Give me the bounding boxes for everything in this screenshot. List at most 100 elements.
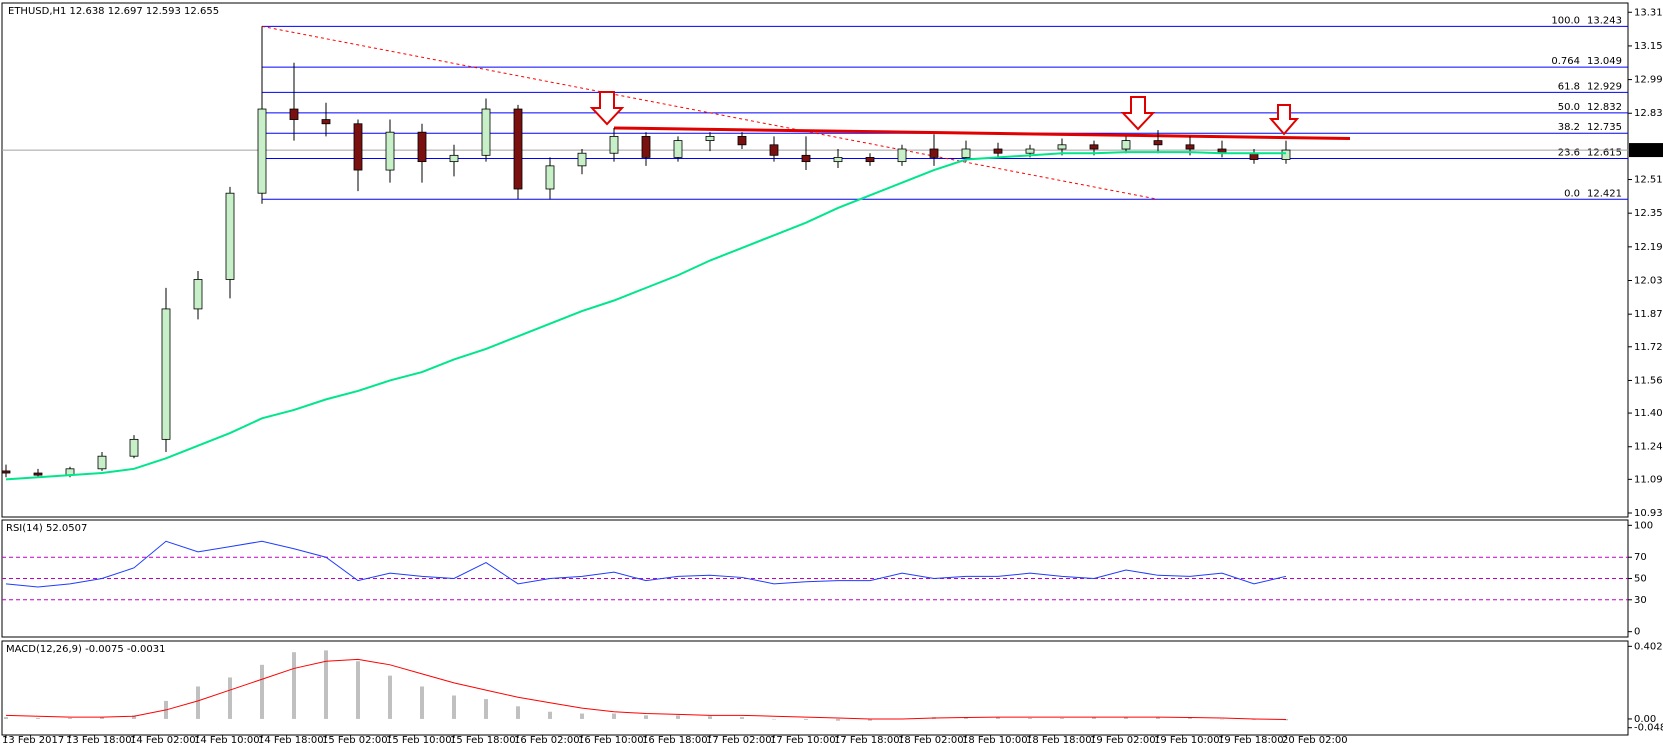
macd-bar [804, 718, 808, 720]
y-tick-label: 13.150 [1634, 41, 1663, 52]
macd-bar [420, 686, 424, 719]
macd-bar [708, 716, 712, 719]
macd-bar [740, 717, 744, 719]
fib-label: 23.6 [1558, 147, 1580, 158]
trendline [613, 126, 1351, 140]
macd-bar [644, 715, 648, 719]
candle-body [961, 148, 971, 158]
macd-bar [228, 677, 232, 719]
macd-bar [1124, 717, 1128, 719]
candle-body [1, 470, 11, 474]
candle-body [1089, 144, 1099, 150]
candle-body [225, 192, 235, 280]
macd-title: MACD(12,26,9) -0.0075 -0.0031 [6, 644, 166, 655]
x-tick-label: 13 Feb 18:00 [66, 735, 132, 746]
y-tick-label: 11.245 [1634, 442, 1663, 453]
fib-label: 50.0 [1558, 102, 1580, 113]
x-tick-label: 15 Feb 02:00 [322, 735, 388, 746]
arrows [589, 91, 1300, 136]
y-tick-label: 11.875 [1634, 309, 1663, 320]
candle-body [193, 279, 203, 310]
macd-bar [1092, 717, 1096, 719]
chart-title: ETHUSD,H1 12.638 12.697 12.593 12.655 [8, 6, 219, 17]
fib-label: 38.2 [1558, 122, 1580, 133]
down-arrow [589, 91, 625, 126]
macd-bar [324, 650, 328, 719]
fib-label: 61.8 [1558, 81, 1580, 92]
down-arrow [1268, 104, 1300, 136]
current-price-box [1629, 143, 1663, 158]
candle-body [353, 123, 363, 171]
candle-body [161, 308, 171, 440]
candle-body [1281, 149, 1291, 160]
candle-body [641, 135, 651, 158]
macd-bar [4, 717, 8, 719]
x-tick-label: 19 Feb 10:00 [1154, 735, 1220, 746]
macd-bar [516, 706, 520, 719]
price-panel [1, 2, 1629, 518]
fib-value: 13.243 [1587, 15, 1622, 26]
y-tick-label: 11.560 [1634, 375, 1663, 386]
x-tick-label: 14 Feb 02:00 [130, 735, 196, 746]
x-tick-label: 20 Feb 02:00 [1282, 735, 1348, 746]
y-tick-label: 0 [1634, 627, 1640, 638]
candle-body [673, 140, 683, 158]
y-tick-label: 12.830 [1634, 108, 1663, 119]
x-tick-label: 17 Feb 02:00 [706, 735, 772, 746]
y-tick-label: 0.00 [1634, 714, 1656, 725]
macd-bar [100, 717, 104, 719]
fib-label: 0.764 [1551, 56, 1580, 67]
candle-body [1185, 144, 1195, 150]
macd-bar [1188, 718, 1192, 719]
x-tick-label: 17 Feb 10:00 [770, 735, 836, 746]
macd-bar [36, 718, 40, 719]
macd-bar [676, 715, 680, 719]
rsi-line [5, 540, 1287, 588]
macd-panel [1, 640, 1629, 736]
macd-bar [1220, 718, 1224, 720]
candle-body [1121, 140, 1131, 150]
x-tick-label: 19 Feb 18:00 [1218, 735, 1284, 746]
y-tick-label: 12.355 [1634, 208, 1663, 219]
y-tick-label: 12.035 [1634, 276, 1663, 287]
x-tick-label: 18 Feb 02:00 [898, 735, 964, 746]
x-tick-label: 15 Feb 18:00 [450, 735, 516, 746]
y-tick-label: 11.405 [1634, 408, 1663, 419]
x-tick-label: 16 Feb 10:00 [578, 735, 644, 746]
macd-bar [260, 664, 264, 719]
candle-body [705, 135, 715, 141]
candle-body [801, 154, 811, 163]
x-tick-label: 16 Feb 02:00 [514, 735, 580, 746]
y-tick-label: 30 [1634, 595, 1647, 606]
candle-body [481, 108, 491, 156]
macd-bar [612, 713, 616, 719]
candle-body [737, 135, 747, 146]
candle-body [129, 438, 139, 457]
macd-bar [1060, 718, 1064, 719]
candle-body [897, 148, 907, 163]
macd-bar [964, 717, 968, 719]
y-tick-label: 10.930 [1634, 508, 1663, 519]
candle-body [289, 108, 299, 120]
candle-body [385, 131, 395, 171]
y-tick-label: 11.090 [1634, 474, 1663, 485]
macd-bar [548, 711, 552, 719]
candle-body [833, 157, 843, 163]
current-price-label: 12.655 [1633, 145, 1663, 156]
x-tick-label: 19 Feb 02:00 [1090, 735, 1156, 746]
fib-value: 12.615 [1587, 147, 1622, 158]
x-tick-label: 17 Feb 18:00 [834, 735, 900, 746]
candle-body [321, 119, 331, 125]
macd-bar [1156, 717, 1160, 719]
y-tick-label: 12.990 [1634, 75, 1663, 86]
candle-body [1025, 148, 1035, 154]
macd-bar [388, 675, 392, 719]
candle-body [97, 455, 107, 470]
macd-bar [196, 686, 200, 719]
macd-bar [1284, 718, 1288, 721]
macd-bar [484, 699, 488, 719]
x-tick-label: 14 Feb 18:00 [258, 735, 324, 746]
candle-body [513, 108, 523, 190]
macd-bar [452, 695, 456, 719]
